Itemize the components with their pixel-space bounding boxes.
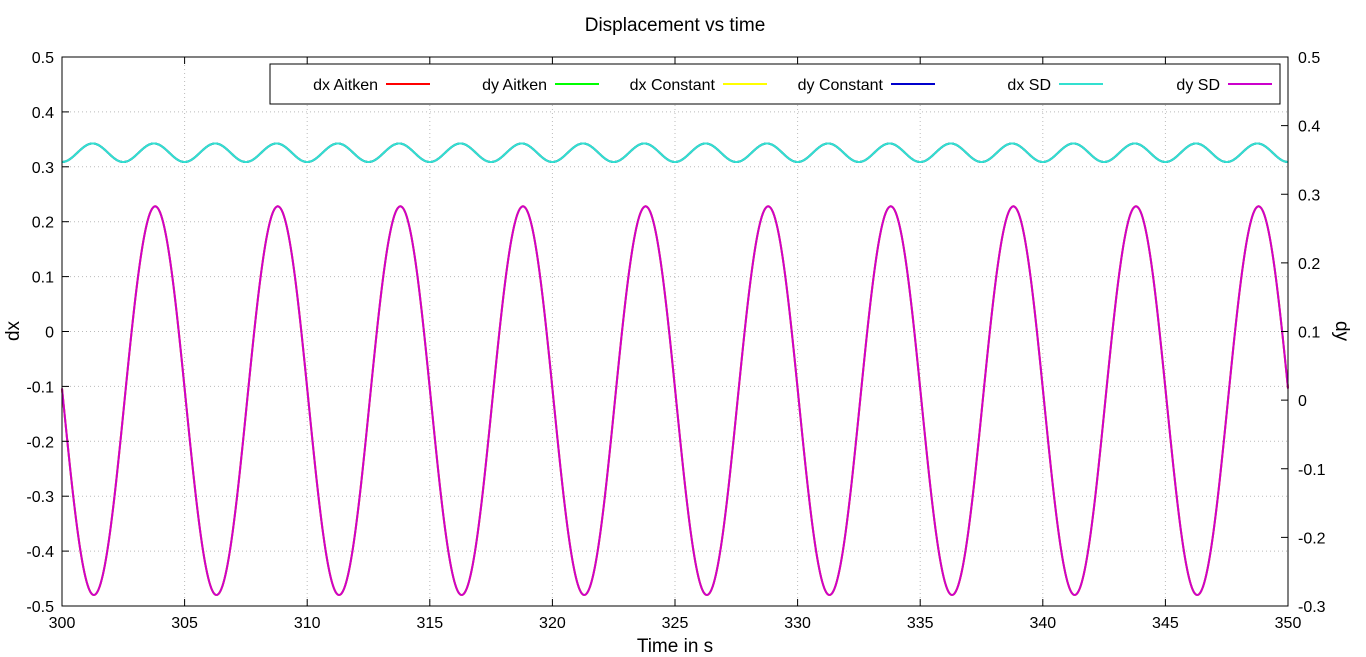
x-tick-label: 325 [662,615,689,632]
y2-tick-label: -0.1 [1298,462,1326,479]
x-tick-label: 310 [294,615,321,632]
legend-label: dx Constant [630,77,716,94]
y-tick-label: -0.3 [26,489,54,506]
x-tick-label: 300 [49,615,76,632]
y-tick-label: -0.4 [26,544,54,561]
y-tick-label: -0.5 [26,599,54,616]
y2-tick-label: 0.1 [1298,325,1320,342]
x-tick-label: 350 [1275,615,1302,632]
x-axis-label: Time in s [637,636,713,657]
legend-label: dy SD [1176,77,1220,94]
x-tick-label: 305 [171,615,198,632]
series-line-dy-constant [61,142,1289,164]
x-axis: 300 305 310 315 320 325 330 335 340 345 350 [49,57,1302,632]
legend-label: dx SD [1007,77,1051,94]
y-axis-left: -0.5 -0.4 -0.3 -0.2 -0.1 0 0.1 0.2 0.3 0.4 0.5 [26,50,69,616]
y2-tick-label: -0.2 [1298,530,1326,547]
series-line-dx-constant [61,205,1289,597]
series-line-dx-sd [61,205,1289,597]
x-tick-label: 320 [539,615,566,632]
series-line-dy-sd [61,142,1289,164]
y-tick-label: 0.2 [32,215,54,232]
series-line-dy-aitken [61,142,1289,164]
y-tick-label: 0.4 [32,105,54,122]
y-tick-label: -0.2 [26,434,54,451]
y2-tick-label: 0 [1298,393,1307,410]
legend-box [269,63,1281,105]
x-tick-label: 315 [416,615,443,632]
y-tick-label: 0.3 [32,160,54,177]
series-layer [61,142,1289,597]
y2-tick-label: 0.4 [1298,119,1320,136]
y2-tick-label: 0.2 [1298,256,1320,273]
series-line-dx-aitken [61,205,1289,597]
y2-axis-label: dy [1331,321,1352,342]
y-tick-label: -0.1 [26,379,54,396]
y2-tick-label: 0.5 [1298,50,1320,67]
x-tick-label: 330 [784,615,811,632]
legend-label: dy Aitken [482,77,547,94]
legend-label: dy Constant [798,77,884,94]
y-tick-label: 0.1 [32,270,54,287]
legend: dx Aitken dy Aitken dx Constant dy Constant… [269,63,1281,105]
y2-tick-label: 0.3 [1298,187,1320,204]
legend-label: dx Aitken [313,77,378,94]
y2-tick-label: -0.3 [1298,599,1326,616]
y-axis-label: dx [3,320,24,341]
grid [62,57,1288,606]
x-tick-label: 335 [907,615,934,632]
y-axis-right: -0.3 -0.2 -0.1 0 0.1 0.2 0.3 0.4 0.5 [1281,50,1326,616]
y-tick-label: 0.5 [32,50,54,67]
chart-title: Displacement vs time [585,15,766,36]
x-tick-label: 345 [1152,615,1179,632]
y-tick-label: 0 [45,325,54,342]
x-tick-label: 340 [1029,615,1056,632]
